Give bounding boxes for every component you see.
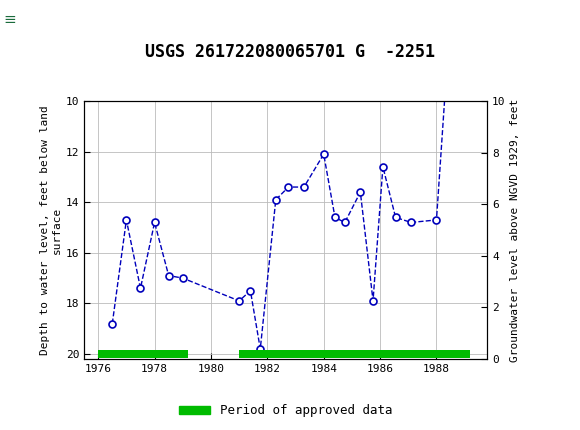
Y-axis label: Depth to water level, feet below land
surface: Depth to water level, feet below land su… [40,105,61,355]
Y-axis label: Groundwater level above NGVD 1929, feet: Groundwater level above NGVD 1929, feet [510,98,520,362]
FancyBboxPatch shape [2,4,16,35]
Bar [239,350,264,357]
Text: USGS: USGS [9,10,64,28]
Text: ≡: ≡ [3,12,16,27]
Text: USGS 261722080065701 G  -2251: USGS 261722080065701 G -2251 [145,43,435,61]
Legend: Period of approved data: Period of approved data [174,399,397,422]
Bar [264,350,470,357]
Bar [98,350,188,357]
